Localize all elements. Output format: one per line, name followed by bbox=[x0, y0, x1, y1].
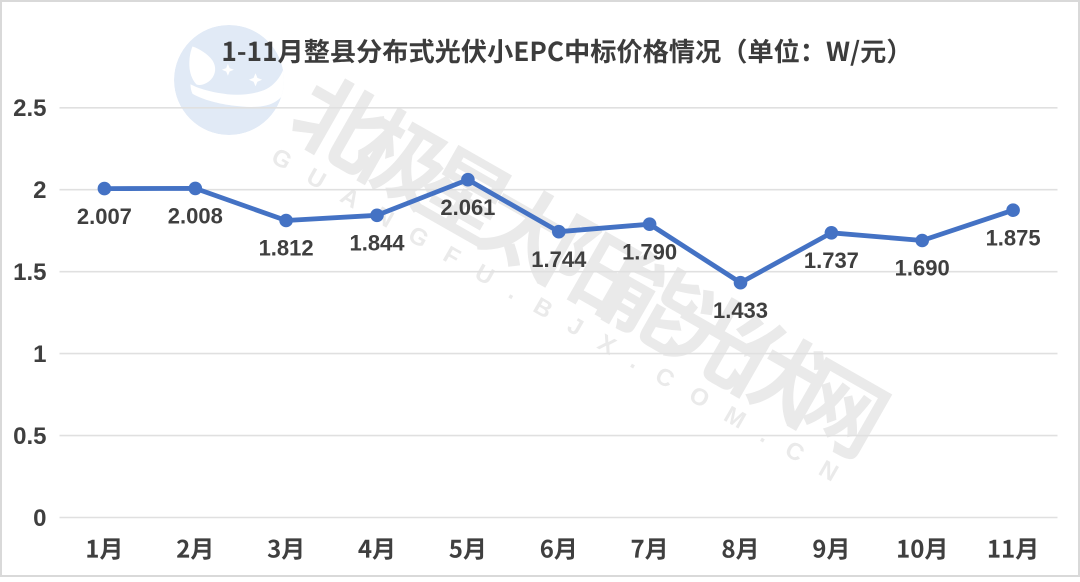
svg-text:2.061: 2.061 bbox=[440, 195, 495, 220]
svg-text:0.5: 0.5 bbox=[13, 423, 46, 450]
svg-text:1.790: 1.790 bbox=[622, 239, 677, 264]
svg-text:0: 0 bbox=[33, 505, 46, 532]
svg-text:1: 1 bbox=[33, 341, 46, 368]
svg-text:1.844: 1.844 bbox=[349, 231, 405, 256]
svg-text:2.008: 2.008 bbox=[168, 204, 223, 229]
svg-text:1.690: 1.690 bbox=[895, 256, 950, 281]
svg-text:2.5: 2.5 bbox=[13, 95, 46, 122]
svg-text:2: 2 bbox=[33, 177, 46, 204]
svg-text:1.812: 1.812 bbox=[259, 236, 314, 261]
svg-text:2.007: 2.007 bbox=[77, 204, 132, 229]
svg-text:1.5: 1.5 bbox=[13, 259, 46, 286]
svg-text:1.875: 1.875 bbox=[986, 225, 1041, 250]
svg-text:1.737: 1.737 bbox=[804, 248, 859, 273]
svg-text:1.744: 1.744 bbox=[531, 247, 587, 272]
svg-text:1.433: 1.433 bbox=[713, 298, 768, 323]
